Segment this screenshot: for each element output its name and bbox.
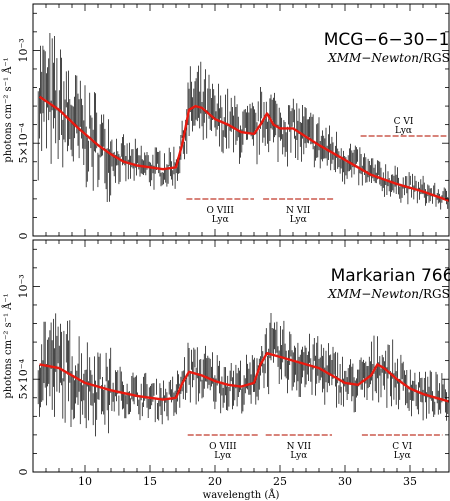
line-marker-sublabel: Lyα [214, 451, 231, 461]
y-tick-label: 5×10⁻⁴ [17, 122, 30, 163]
y-tick-label: 5×10⁻⁴ [17, 358, 30, 399]
line-marker-label: N VII [287, 442, 312, 452]
x-axis-label: wavelength (Å) [203, 489, 280, 501]
line-marker-sublabel: Lyα [290, 451, 307, 461]
y-tick-label: 10⁻³ [17, 274, 30, 298]
panel-title: MCG−6−30−15 [324, 30, 450, 50]
panel-subtitle: XMM−Newton/RGS [327, 287, 450, 301]
line-marker-sublabel: Lyα [290, 215, 307, 225]
x-tick-label: 20 [208, 475, 222, 488]
line-marker-label: C VI [392, 442, 412, 452]
y-tick-label: 0 [17, 233, 30, 240]
y-axis-label: photons cm⁻² s⁻¹ Å⁻¹ [2, 57, 14, 162]
line-marker-label: O VIII [206, 206, 234, 216]
panel-subtitle: XMM−Newton/RGS [327, 51, 450, 65]
x-tick-label: 30 [338, 475, 352, 488]
x-tick-label: 25 [273, 475, 287, 488]
line-marker-sublabel: Lyα [212, 215, 229, 225]
y-tick-label: 10⁻³ [17, 38, 30, 62]
y-axis-label: photons cm⁻² s⁻¹ Å⁻¹ [2, 293, 14, 398]
model-line [39, 352, 450, 403]
line-marker-sublabel: Lyα [394, 451, 411, 461]
x-tick-label: 15 [143, 475, 157, 488]
x-tick-label: 10 [78, 475, 92, 488]
panel-title: Markarian 766 [331, 266, 450, 286]
line-marker-sublabel: Lyα [395, 126, 412, 136]
y-tick-label: 0 [17, 469, 30, 476]
line-marker-label: O VIII [209, 442, 237, 452]
x-tick-label: 35 [403, 475, 417, 488]
data-error-bars [37, 313, 450, 437]
line-marker-label: N VII [286, 206, 311, 216]
model-line [38, 95, 450, 202]
line-marker-label: C VI [394, 117, 414, 127]
